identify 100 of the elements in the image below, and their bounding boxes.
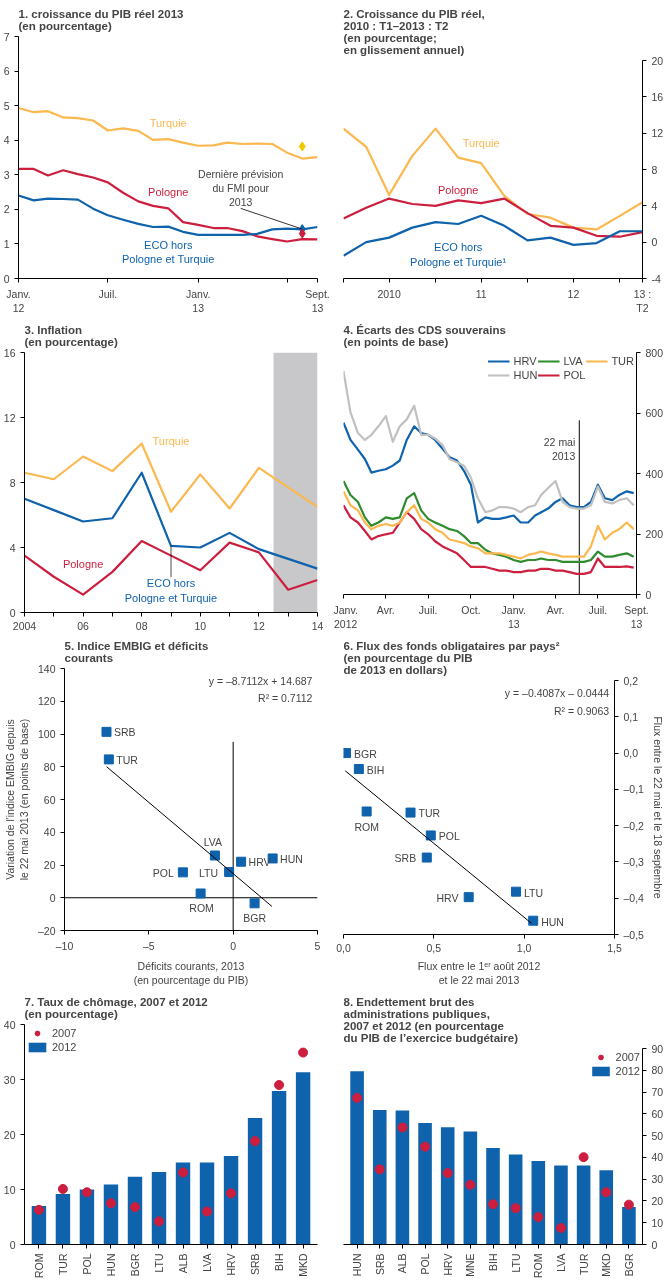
chart-title: 8. Endettement brut des administrations publiques, 2007 et 2012 (en pourcentage du PIB de l’exercice budgétaire) xyxy=(343,995,519,1044)
x-tick-label: Juil. xyxy=(98,287,118,300)
x-tick-label: 08 xyxy=(135,619,148,632)
annotation: Dernière prévision du FMI pour 2013 xyxy=(198,167,284,209)
x-tick-label: –10 xyxy=(55,939,74,952)
x-tick-label: Janv. 2012 xyxy=(333,603,358,630)
y2-tick-label: 40 xyxy=(651,1151,664,1164)
x-tick-label: Avr. xyxy=(546,603,565,616)
y-tick-label: 8 xyxy=(9,476,16,489)
y2-tick-label: 20 xyxy=(651,54,664,67)
x-tick-label: 1,5 xyxy=(607,941,622,954)
x-tick-label: LVA xyxy=(554,1253,567,1272)
x-tick-label: Avr. xyxy=(376,603,395,616)
x-tick-label: Janv. 13 xyxy=(186,287,211,314)
y-tick-label: 30 xyxy=(3,1073,16,1086)
x-tick-label: 1,0 xyxy=(516,941,532,954)
y2-tick-label: 70 xyxy=(651,1086,664,1099)
x-tick-label: TUR xyxy=(577,1253,590,1276)
y-tick-label: 60 xyxy=(43,793,56,806)
series-label: BGR xyxy=(354,747,378,760)
y-tick-label: –20 xyxy=(37,924,56,937)
y2-tick-label: 800 xyxy=(645,346,664,359)
annotation: R² = 0.7112 xyxy=(258,691,313,704)
x-tick-label: 0,0 xyxy=(336,941,351,954)
x-tick-label: ROM xyxy=(532,1253,545,1278)
x-tick-label: 12 xyxy=(253,619,265,632)
x-tick-label: POL xyxy=(419,1253,432,1275)
x-tick-label: 0,5 xyxy=(426,941,442,954)
legend-label: 2007 xyxy=(615,1050,640,1064)
y2-tick-label: –0,3 xyxy=(623,855,645,868)
y-tick-label: 4 xyxy=(3,134,10,147)
y2-tick-label: –0,4 xyxy=(623,892,645,905)
x-tick-label: BGR xyxy=(622,1253,635,1277)
series-label: ROM xyxy=(354,821,379,834)
y2-tick-label: 60 xyxy=(651,1107,664,1120)
y2-tick-label: 90 xyxy=(651,1042,664,1055)
y-tick-label: 12 xyxy=(3,411,16,424)
series-label: Turquie xyxy=(149,116,187,129)
y2-tick-label: 0 xyxy=(651,1238,658,1251)
y2-axis-title: Flux entre le 22 mai et le 18 septembre xyxy=(651,716,664,899)
series-label: BGR xyxy=(243,912,267,925)
x-tick-label: Janv. 13 xyxy=(501,603,526,630)
series-label: TUR xyxy=(116,753,139,766)
annotation: y = –8.7112x + 14.687 xyxy=(208,675,313,688)
y-tick-label: 2 xyxy=(3,203,10,216)
chart-title: 3. Inflation (en pourcentage) xyxy=(24,323,118,348)
x-tick-label: Juil. xyxy=(588,603,608,616)
x-tick-label: BIH xyxy=(487,1253,499,1271)
x-tick-label: BIH xyxy=(273,1253,286,1271)
x-tick-label: 13 : T2 xyxy=(633,287,652,314)
x-tick-label: 11 xyxy=(475,287,487,300)
x-axis-title: Flux entre le 1ᵉʳ août 2012 et le 22 mai 2013 xyxy=(417,959,541,986)
x-tick-label: MKD xyxy=(297,1253,310,1277)
series-label: HRV xyxy=(248,856,271,869)
y-tick-label: 0 xyxy=(49,891,56,904)
x-tick-label: 14 xyxy=(311,619,324,632)
legend-label: TUR xyxy=(611,354,634,368)
legend-label: LVA xyxy=(563,354,584,368)
y-tick-label: 80 xyxy=(43,760,56,773)
x-tick-label: LVA xyxy=(201,1253,214,1272)
y2-tick-label: 30 xyxy=(651,1173,664,1186)
chart-title: 2. Croissance du PIB réel, 2010 : T1–2013 : T2 (en pourcentage; en glissement annuel) xyxy=(343,7,485,56)
y-tick-label: 10 xyxy=(3,1183,16,1196)
legend-label: 2012 xyxy=(52,1040,77,1054)
y-tick-label: 20 xyxy=(43,859,56,871)
x-tick-label: 12 xyxy=(567,287,580,300)
annotation: R² = 0.9063 xyxy=(553,704,610,717)
x-tick-label: Janv. 12 xyxy=(6,287,31,314)
x-tick-label: ALB xyxy=(396,1253,409,1274)
x-tick-label: TUR xyxy=(56,1253,69,1276)
x-tick-label: SRB xyxy=(249,1253,262,1276)
series-label: POL xyxy=(152,866,174,879)
y-tick-label: 20 xyxy=(3,1128,16,1141)
x-tick-label: SRB xyxy=(373,1253,386,1276)
series-label: Pologne xyxy=(148,186,189,199)
y2-tick-label: 0,2 xyxy=(623,674,639,687)
y2-tick-label: -4 xyxy=(651,272,661,285)
y-tick-label: 3 xyxy=(3,168,10,181)
series-label: ECO hors Pologne et Turquie¹ xyxy=(410,241,507,268)
series-label: Turquie xyxy=(152,434,190,447)
y2-tick-label: 16 xyxy=(651,90,664,103)
y-tick-label: 120 xyxy=(37,695,56,708)
y2-tick-label: –0,2 xyxy=(623,819,645,832)
y-tick-label: 6 xyxy=(3,65,10,78)
y-tick-label: 5 xyxy=(3,99,10,112)
y-tick-label: 100 xyxy=(37,728,56,740)
y-tick-label: 1 xyxy=(3,237,10,250)
series-label: HRV xyxy=(436,892,459,905)
y2-tick-label: 20 xyxy=(651,1194,664,1207)
x-tick-label: –5 xyxy=(142,939,155,952)
y2-tick-label: 8 xyxy=(651,163,658,176)
y-tick-label: 40 xyxy=(3,1018,16,1031)
x-tick-label: HRV xyxy=(441,1253,454,1276)
x-axis-title: Déficits courants, 2013 (en pourcentage du PIB) xyxy=(133,959,249,986)
series-label: Turquie xyxy=(462,136,500,149)
x-tick-label: HUN xyxy=(104,1253,117,1277)
series-label: TUR xyxy=(418,807,441,820)
y2-tick-label: –0,5 xyxy=(623,928,645,941)
x-tick-label: LTU xyxy=(509,1253,522,1273)
x-tick-label: MNE xyxy=(464,1253,477,1277)
